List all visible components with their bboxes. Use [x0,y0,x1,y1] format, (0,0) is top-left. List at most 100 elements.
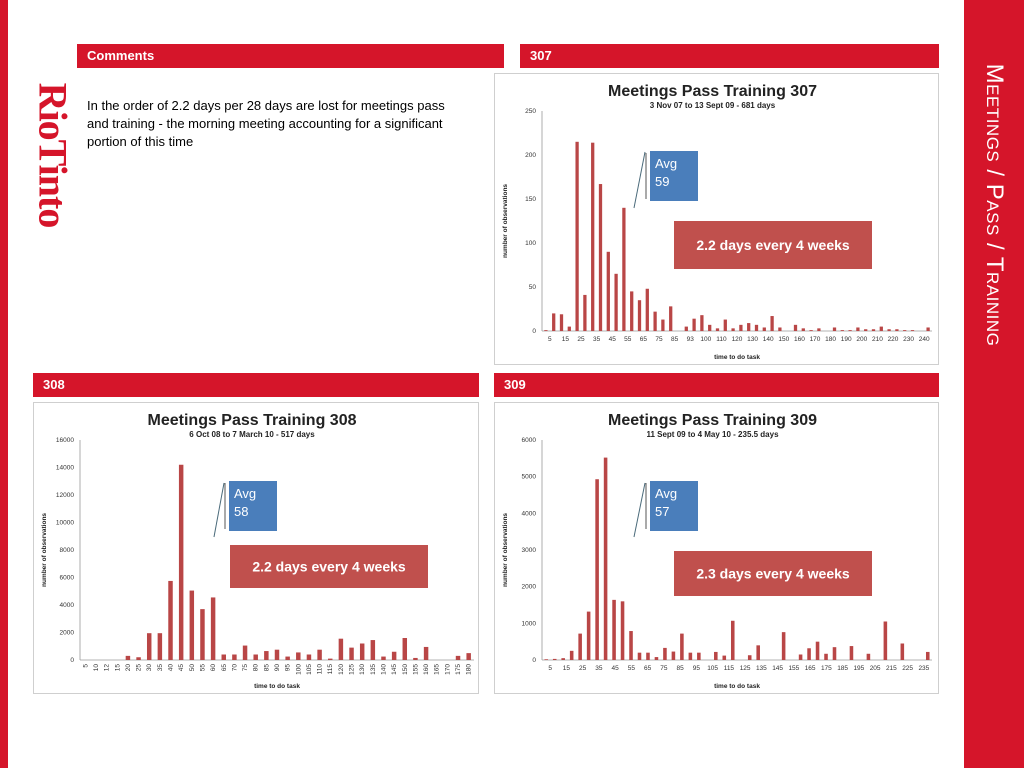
bar [883,621,888,660]
x-tick-label: 120 [338,664,345,675]
bar [578,633,582,660]
bar [654,657,659,660]
bar [285,656,290,660]
x-tick-label: 180 [825,336,836,343]
bar [903,330,907,331]
x-tick-label: 65 [221,664,228,672]
bar [606,251,610,331]
bar [731,328,735,331]
x-tick-label: 55 [199,664,206,672]
bar [871,329,876,331]
x-tick-label: 25 [579,665,587,672]
bar [747,323,751,331]
x-tick-label: 225 [902,665,913,672]
bar [778,327,782,331]
x-tick-label: 140 [380,664,387,675]
comments-header: Comments [77,44,504,68]
x-tick-label: 110 [716,336,727,343]
bar [910,330,915,331]
bar [466,653,471,660]
bar [645,288,649,331]
bar [637,652,642,660]
bar [730,620,735,660]
bar [692,318,696,331]
chart-title: Meetings Pass Training 308 [148,412,357,429]
avg-label-line: 57 [655,504,669,519]
x-tick-label: 55 [624,336,632,343]
bar [338,638,344,660]
chart-308-panel: Meetings Pass Training 308 6 Oct 08 to 7 … [33,402,479,694]
x-tick-label: 65 [640,336,648,343]
bar [328,658,333,660]
right-title-band [964,0,1024,768]
y-tick-label: 2000 [522,584,537,591]
chart-title: Meetings Pass Training 309 [608,412,817,429]
bar [653,311,657,331]
bar [895,329,899,331]
chart-309-header: 309 [494,373,939,397]
bar [544,330,548,331]
bar [583,294,587,331]
bar [925,651,930,660]
bar [612,599,616,660]
bar [370,640,376,660]
bar [544,659,549,660]
bar [210,597,216,660]
days-callout-box [674,551,872,596]
y-tick-label: 14000 [56,465,74,472]
y-tick-label: 6000 [60,575,75,582]
bar [807,648,811,660]
x-tick-label: 125 [349,664,356,675]
bar [700,315,704,331]
x-tick-label: 195 [853,665,864,672]
x-tick-label: 100 [700,336,711,343]
bar [815,641,820,660]
bar [603,457,608,660]
x-tick-label: 5 [548,665,552,672]
bar [306,654,312,660]
y-tick-label: 12000 [56,492,74,499]
avg-label-line: Avg [234,486,256,501]
bar [848,330,852,331]
bar [723,319,727,331]
x-tick-label: 175 [821,665,832,672]
bar [879,326,883,331]
bar [552,313,556,331]
bar [423,646,429,660]
bar [552,658,557,660]
avg-label: Avg 58 [234,486,256,519]
x-axis-label: time to do task [714,354,760,361]
x-tick-label: 80 [253,664,260,672]
y-tick-label: 16000 [56,437,74,444]
avg-callout-box [229,481,277,531]
y-tick-label: 0 [70,657,74,664]
x-tick-label: 235 [918,665,929,672]
avg-callout-box [650,481,698,531]
comments-text: In the order of 2.2 days per 28 days are… [87,98,445,149]
bar [708,324,712,331]
x-tick-label: 120 [732,336,743,343]
bar [684,326,688,331]
y-tick-label: 4000 [60,602,75,609]
x-tick-label: 15 [563,665,571,672]
bar [591,142,595,331]
x-tick-label: 100 [295,664,302,675]
bar [856,327,860,331]
x-tick-label: 135 [756,665,767,672]
chart-subtitle: 3 Nov 07 to 13 Sept 09 - 681 days [650,101,776,110]
bar [754,324,759,331]
x-tick-label: 110 [317,664,324,675]
bar [680,633,684,660]
x-tick-label: 35 [157,664,164,672]
bar [561,658,565,660]
x-tick-label: 50 [189,664,196,672]
bar [595,479,599,660]
y-tick-label: 50 [529,284,537,291]
x-tick-label: 25 [577,336,585,343]
x-tick-label: 240 [919,336,930,343]
x-tick-label: 170 [810,336,821,343]
bar [402,638,408,660]
bar [455,655,461,660]
